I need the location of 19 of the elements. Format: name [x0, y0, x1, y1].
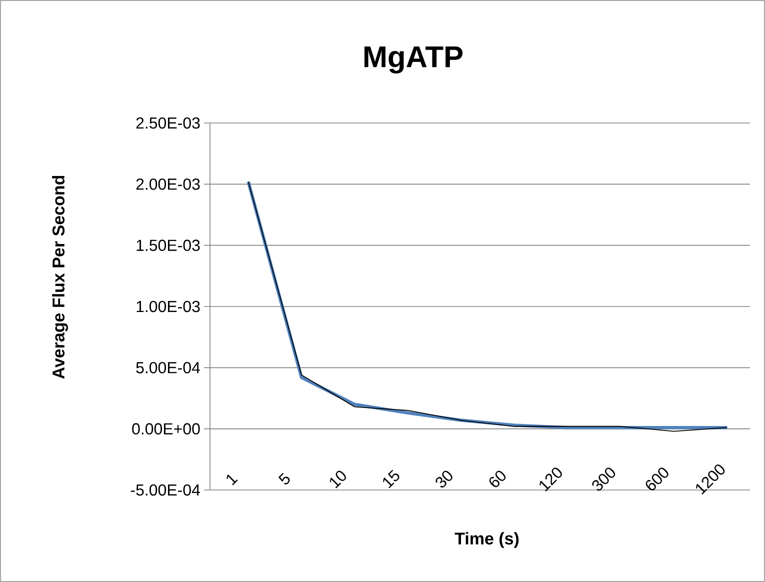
y-axis-title: Average Flux Per Second [52, 176, 68, 379]
y-tick-label: 1.00E-03 [136, 300, 200, 312]
y-tick-label: 1.50E-03 [136, 240, 200, 251]
x-tick-label: 15 [383, 470, 400, 488]
x-tick-label: 600 [646, 468, 668, 490]
y-tick-label: 0.00E+00 [132, 423, 200, 434]
x-tick-label: 300 [592, 468, 616, 491]
x-axis-title: Time (s) [454, 532, 519, 548]
x-tick-label: 5 [278, 472, 290, 484]
y-tick-label: -5.00E-04 [130, 484, 200, 496]
x-tick-label: 60 [489, 470, 506, 488]
y-tick-label: 5.00E-04 [136, 362, 200, 374]
x-tick-label: 10 [330, 470, 346, 488]
x-tick-label: 30 [436, 470, 452, 488]
x-tick-label: 1 [226, 474, 238, 486]
chart-title: MgATP [364, 46, 463, 74]
x-tick-label: 120 [540, 468, 562, 492]
y-tick-label: 2.00E-03 [136, 178, 200, 190]
y-tick-label: 2.50E-03 [136, 117, 200, 129]
